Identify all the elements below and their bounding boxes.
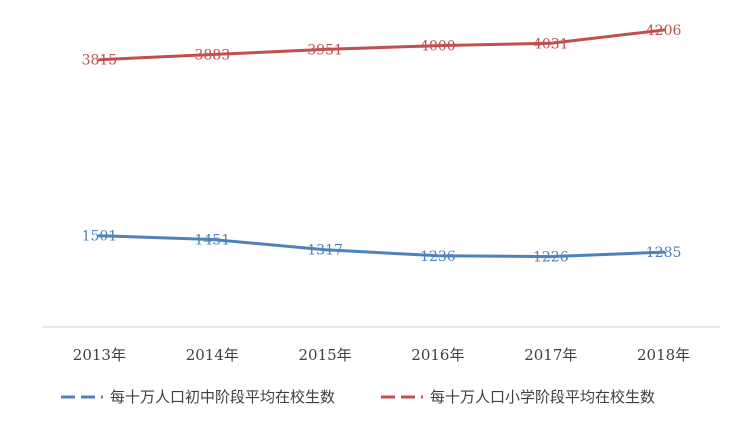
data-label: 4000 [420, 39, 456, 55]
data-label: 1236 [420, 249, 456, 265]
legend-label-1: 每十万人口初中阶段平均在校生数 [110, 388, 335, 406]
x-tick-label: 2016年 [411, 346, 464, 364]
x-tick-label: 2013年 [73, 346, 126, 364]
series-layer [97, 28, 666, 259]
data-label: 4031 [533, 36, 569, 52]
x-tick-label: 2017年 [524, 346, 577, 364]
data-label: 1226 [533, 250, 569, 266]
data-label: 3815 [82, 53, 118, 69]
legend: 每十万人口初中阶段平均在校生数 每十万人口小学阶段平均在校生数 [61, 388, 655, 406]
data-label: 4206 [646, 23, 682, 39]
data-label-layer: 1501 1451 1317 1236 1226 1285 3815 3883 3951 4000… [82, 23, 682, 266]
data-label: 1285 [646, 245, 682, 261]
data-label: 1451 [194, 233, 230, 249]
data-label: 3951 [307, 42, 343, 58]
legend-label-2: 每十万人口小学阶段平均在校生数 [430, 388, 655, 406]
series-line-1 [97, 234, 666, 259]
x-tick-label: 2018年 [637, 346, 690, 364]
data-label: 1501 [82, 229, 118, 245]
x-tick-label: 2014年 [186, 346, 239, 364]
x-tick-label: 2015年 [299, 346, 352, 364]
data-label: 1317 [307, 243, 343, 259]
x-tick-layer: 2013年 2014年 2015年 2016年 2017年 2018年 [73, 346, 690, 364]
data-label: 3883 [194, 48, 230, 64]
series-line-2 [97, 28, 666, 62]
